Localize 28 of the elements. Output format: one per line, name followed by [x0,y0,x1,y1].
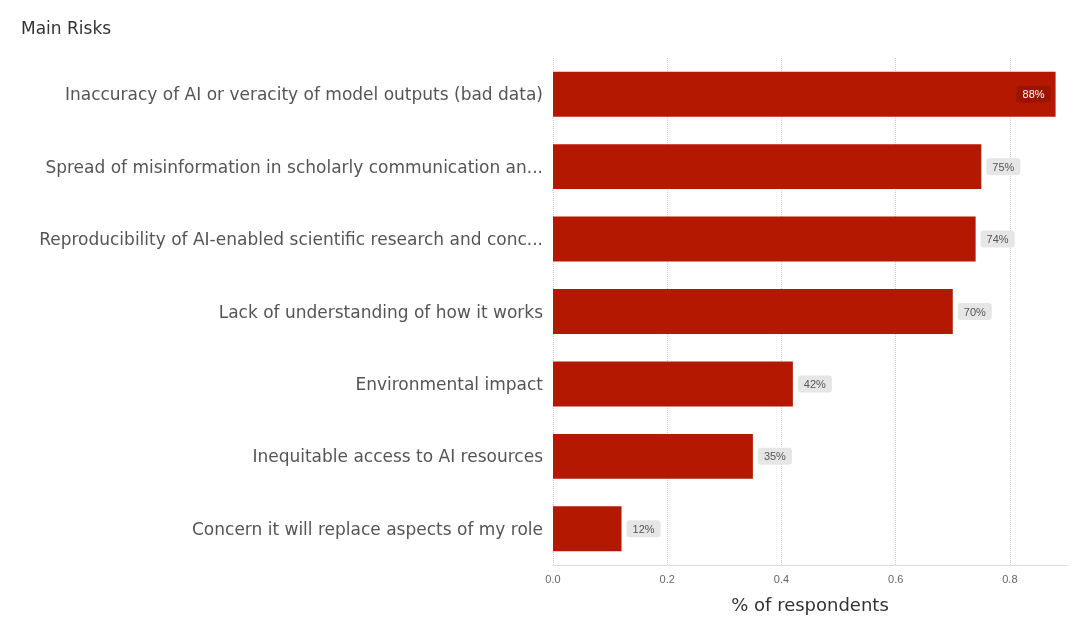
data-label: 35% [763,450,787,463]
bar [553,216,976,262]
x-tick-label: 0.0 [545,572,561,585]
y-tick-label: Lack of understanding of how it works [218,301,544,322]
y-tick-label: Inequitable access to AI resources [252,446,544,467]
data-label: 12% [632,522,655,535]
y-tick-label: Concern it will replace aspects of my role [191,518,543,539]
y-tick-label: Inaccuracy of AI or veracity of model outputs (bad data) [64,84,543,105]
x-tick-label: 0.6 [888,572,904,585]
data-label: 42% [803,377,827,390]
bar [553,289,953,334]
y-tick-label: Environmental impact [355,373,544,394]
data-label: 74% [986,233,1009,246]
y-tick-label: Spread of misinformation in scholarly communication an... [45,156,543,177]
data-label: 70% [963,305,987,318]
data-label: 75% [992,160,1015,173]
bar [553,433,753,479]
y-tick-label: Reproducibility of AI-enabled scientific research and conc... [39,229,543,250]
bar [553,361,793,407]
x-tick-label: 0.2 [659,572,675,585]
bar [553,506,622,552]
text: Main Risks [21,17,112,38]
x-tick-label: 0.4 [773,572,790,585]
x-tick-label: 0.8 [1002,572,1018,585]
bar [553,144,982,190]
data-label: 88% [1022,88,1045,101]
x-axis-title: % of respondents [731,593,889,615]
bar [553,71,1056,117]
